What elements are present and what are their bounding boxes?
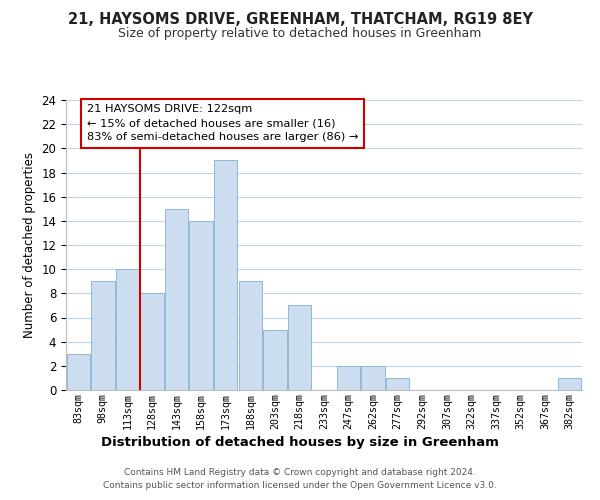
Text: Contains HM Land Registry data © Crown copyright and database right 2024.: Contains HM Land Registry data © Crown c… bbox=[124, 468, 476, 477]
Bar bbox=[116, 269, 139, 390]
Bar bbox=[239, 281, 262, 390]
Bar bbox=[140, 294, 164, 390]
Text: 21, HAYSOMS DRIVE, GREENHAM, THATCHAM, RG19 8EY: 21, HAYSOMS DRIVE, GREENHAM, THATCHAM, R… bbox=[67, 12, 533, 28]
Text: 21 HAYSOMS DRIVE: 122sqm
← 15% of detached houses are smaller (16)
83% of semi-d: 21 HAYSOMS DRIVE: 122sqm ← 15% of detach… bbox=[86, 104, 358, 142]
Bar bbox=[288, 306, 311, 390]
Text: Contains public sector information licensed under the Open Government Licence v3: Contains public sector information licen… bbox=[103, 482, 497, 490]
Text: Size of property relative to detached houses in Greenham: Size of property relative to detached ho… bbox=[118, 28, 482, 40]
Bar bbox=[263, 330, 287, 390]
Bar bbox=[386, 378, 409, 390]
Y-axis label: Number of detached properties: Number of detached properties bbox=[23, 152, 36, 338]
Bar bbox=[67, 354, 90, 390]
Bar bbox=[214, 160, 238, 390]
Bar bbox=[190, 221, 213, 390]
Bar bbox=[337, 366, 360, 390]
Bar bbox=[361, 366, 385, 390]
Text: Distribution of detached houses by size in Greenham: Distribution of detached houses by size … bbox=[101, 436, 499, 449]
Bar bbox=[558, 378, 581, 390]
Bar bbox=[165, 209, 188, 390]
Bar bbox=[91, 281, 115, 390]
